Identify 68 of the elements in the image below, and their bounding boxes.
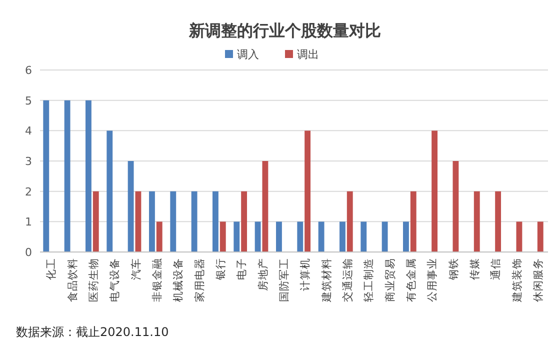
x-tick-label: 通信 bbox=[489, 258, 502, 280]
bar bbox=[537, 222, 544, 252]
x-tick-label: 公用事业 bbox=[426, 258, 439, 302]
bar bbox=[254, 222, 261, 252]
x-tick-label: 休闲服务 bbox=[532, 258, 544, 302]
source-note: 数据来源：截止2020.11.10 bbox=[16, 325, 169, 339]
x-tick-label: 商业贸易 bbox=[383, 258, 396, 302]
bar bbox=[262, 161, 268, 252]
bar bbox=[106, 130, 113, 252]
y-tick-label: 2 bbox=[25, 185, 32, 198]
y-tick-label: 0 bbox=[25, 246, 32, 259]
x-tick-label: 交通运输 bbox=[340, 258, 354, 302]
bar bbox=[410, 191, 416, 252]
bar bbox=[304, 130, 311, 252]
x-tick-label: 建筑材料 bbox=[320, 258, 333, 303]
x-tick-label: 国防军工 bbox=[277, 258, 290, 302]
y-tick-label: 6 bbox=[25, 64, 32, 77]
x-tick-label: 化工 bbox=[46, 258, 58, 280]
x-tick-label: 家用电器 bbox=[192, 258, 206, 302]
bar bbox=[128, 161, 134, 252]
bar bbox=[212, 191, 218, 252]
y-tick-label: 3 bbox=[25, 155, 32, 168]
bar bbox=[495, 191, 502, 252]
x-tick-label: 轻工制造 bbox=[362, 258, 376, 302]
x-tick-label: 电子 bbox=[235, 258, 248, 280]
bar bbox=[43, 100, 50, 252]
bar bbox=[92, 191, 99, 252]
x-tick-label: 非银金融 bbox=[150, 258, 164, 302]
bar bbox=[191, 191, 198, 252]
chart-title: 新调整的行业个股数量对比 bbox=[188, 21, 381, 40]
x-tick-label: 计算机 bbox=[298, 258, 312, 291]
bar bbox=[346, 191, 353, 252]
x-tick-label: 医药生物 bbox=[86, 258, 100, 302]
bar bbox=[318, 222, 324, 252]
legend-label: 调出 bbox=[297, 48, 319, 61]
y-tick-label: 1 bbox=[25, 216, 32, 229]
bar bbox=[234, 222, 240, 252]
bar bbox=[297, 222, 304, 252]
bar bbox=[452, 161, 459, 252]
x-tick-label: 银行 bbox=[214, 258, 227, 281]
bar bbox=[516, 222, 522, 252]
bar bbox=[156, 222, 162, 252]
y-tick-label: 4 bbox=[25, 124, 32, 138]
x-tick-label: 电气设备 bbox=[108, 258, 122, 302]
bar bbox=[241, 191, 248, 252]
bar bbox=[149, 191, 155, 252]
x-tick-label: 有色金属 bbox=[405, 258, 418, 302]
bar bbox=[432, 130, 438, 252]
x-tick-label: 建筑装饰 bbox=[510, 258, 524, 303]
x-tick-label: 食品饮料 bbox=[66, 258, 79, 302]
bar bbox=[276, 222, 282, 252]
bar bbox=[474, 191, 480, 252]
x-tick-label: 钢铁 bbox=[448, 258, 460, 281]
bar bbox=[86, 100, 92, 252]
bar bbox=[360, 222, 367, 252]
bar bbox=[170, 191, 176, 252]
legend-label: 调入 bbox=[237, 48, 259, 61]
bar bbox=[403, 222, 409, 252]
bar bbox=[135, 191, 142, 252]
x-tick-label: 传媒 bbox=[468, 258, 481, 280]
y-tick-label: 5 bbox=[25, 94, 32, 108]
x-tick-label: 汽车 bbox=[129, 258, 142, 280]
bar bbox=[64, 100, 70, 252]
bar bbox=[220, 222, 226, 252]
x-tick-label: 房地产 bbox=[256, 258, 270, 291]
bar bbox=[382, 222, 388, 252]
x-tick-label: 机械设备 bbox=[172, 258, 185, 302]
bar bbox=[340, 222, 346, 252]
